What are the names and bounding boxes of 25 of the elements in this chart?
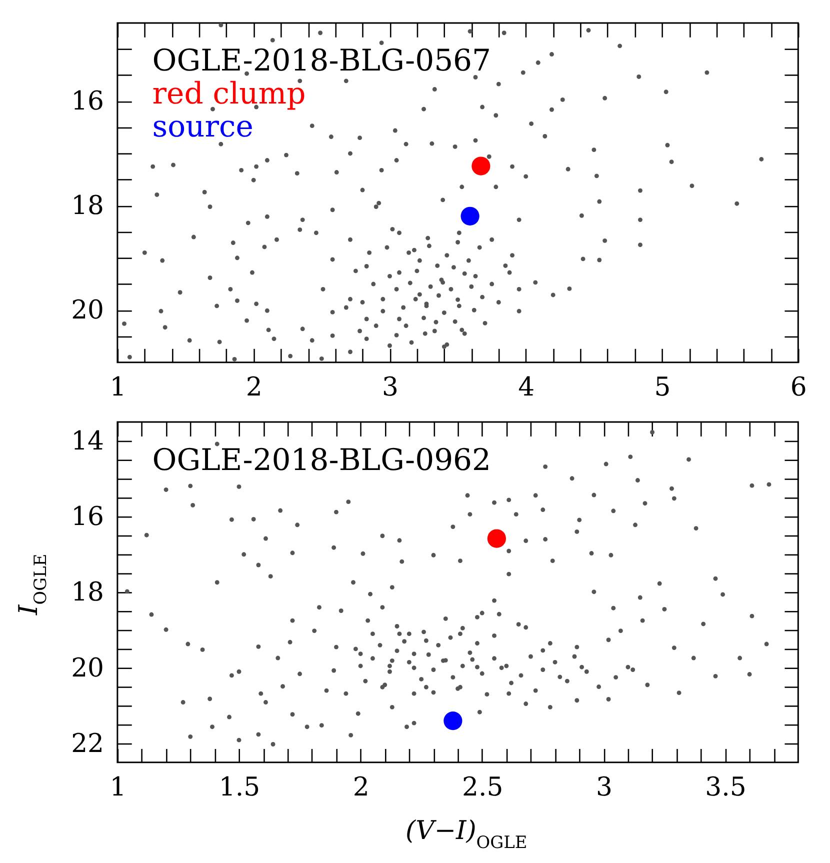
- x-tick-label: 1.5: [218, 772, 260, 803]
- y-tick-label: 18: [71, 578, 104, 608]
- y-tick-label: 18: [71, 191, 104, 222]
- y-tick-label: 20: [71, 296, 104, 326]
- x-tick-label: 2: [352, 772, 370, 803]
- x-tick-label: 1: [110, 772, 126, 803]
- y-tick-label: 22: [71, 728, 104, 759]
- y-tick-label: 14: [71, 426, 104, 456]
- x-tick-label: 4: [518, 372, 535, 403]
- y-tick-label: 16: [71, 86, 104, 117]
- x-tick-label: 2: [246, 372, 262, 403]
- x-tick-label: 3.5: [705, 772, 746, 803]
- text: OGLE-2018-BLG-0567: [152, 44, 492, 79]
- x-tick-label: 3: [382, 372, 398, 403]
- x-tick-label: 1: [110, 372, 126, 403]
- x-tick-label: 3: [596, 772, 612, 803]
- text: OGLE-2018-BLG-0962: [152, 442, 492, 478]
- x-tick-label: 2.5: [462, 772, 504, 803]
- x-tick-label: 5: [654, 372, 671, 403]
- x-tick-label: 6: [790, 372, 807, 403]
- y-axis-title: IOGLE: [14, 554, 50, 616]
- text: source: [152, 109, 254, 144]
- y-tick-label: 20: [71, 653, 104, 684]
- y-tick-label: 16: [71, 502, 104, 532]
- text: red clump: [152, 76, 306, 112]
